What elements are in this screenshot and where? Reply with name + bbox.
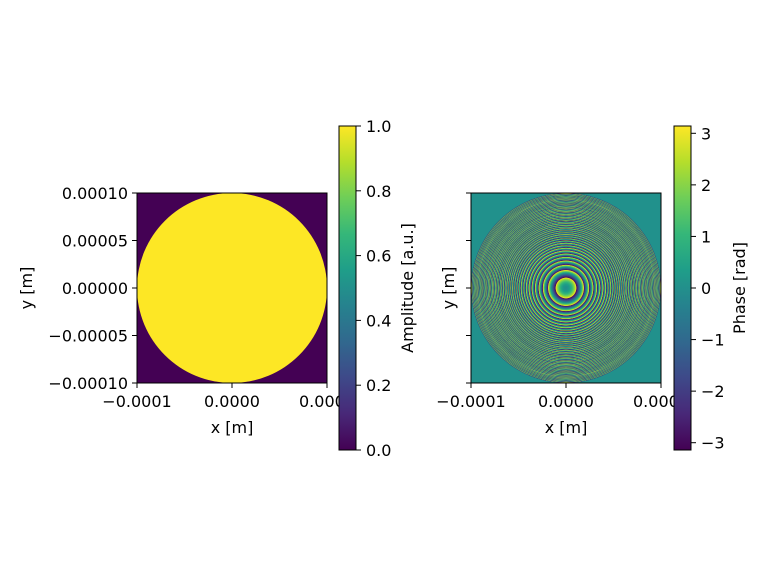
amplitude-colorbar-tick-label: 0.4 bbox=[366, 311, 391, 330]
amplitude-x-tick-label: −0.0001 bbox=[102, 392, 171, 411]
phase-colorbar-tick-label: −2 bbox=[701, 382, 725, 401]
amplitude-colorbar-tick-label: 0.2 bbox=[366, 376, 391, 395]
phase-colorbar-ticks: −3 −2 −1 0 1 2 3 bbox=[691, 124, 725, 453]
amplitude-aperture-disk bbox=[137, 193, 327, 383]
phase-colorbar-tick-label: 2 bbox=[701, 176, 711, 195]
phase-colorbar-tick-label: −1 bbox=[701, 331, 725, 350]
amplitude-colorbar-ticks: 0.0 0.2 0.4 0.6 0.8 1.0 bbox=[356, 117, 391, 460]
phase-x-tick-label: 0.0000 bbox=[538, 392, 594, 411]
amplitude-y-tick-label: −0.00010 bbox=[48, 374, 128, 393]
phase-colorbar-label: Phase [rad] bbox=[730, 242, 749, 334]
amplitude-y-tick-label: 0.00010 bbox=[62, 184, 128, 203]
amplitude-colorbar-label: Amplitude [a.u.] bbox=[398, 223, 417, 353]
phase-colorbar-tick-label: −3 bbox=[701, 434, 725, 453]
phase-colorbar-tick-label: 0 bbox=[701, 279, 711, 298]
amplitude-y-axis-label: y [m] bbox=[17, 267, 36, 310]
phase-x-axis-label: x [m] bbox=[545, 418, 588, 437]
amplitude-colorbar-tick-label: 0.6 bbox=[366, 247, 391, 266]
amplitude-y-ticks: −0.00010 −0.00005 0.00000 0.00005 0.00010 bbox=[48, 184, 137, 393]
amplitude-y-tick-label: 0.00000 bbox=[62, 279, 128, 298]
amplitude-x-axis-label: x [m] bbox=[211, 418, 254, 437]
phase-y-axis-label: y [m] bbox=[439, 267, 458, 310]
phase-colorbar-tick-label: 3 bbox=[701, 124, 711, 143]
amplitude-colorbar-tick-label: 1.0 bbox=[366, 117, 391, 136]
amplitude-colorbar-tick-label: 0.8 bbox=[366, 182, 391, 201]
amplitude-x-tick-label: 0.0000 bbox=[204, 392, 260, 411]
phase-colorbar-gradient bbox=[673, 125, 692, 451]
phase-colorbar-tick-label: 1 bbox=[701, 227, 711, 246]
phase-colorbar: −3 −2 −1 0 1 2 3 Phase [rad] bbox=[673, 124, 749, 453]
phase-y-ticks bbox=[466, 192, 471, 384]
amplitude-x-ticks: −0.0001 0.0000 0.0001 bbox=[102, 383, 355, 411]
phase-x-tick-label: −0.0001 bbox=[436, 392, 505, 411]
amplitude-colorbar-gradient bbox=[338, 125, 357, 451]
amplitude-y-tick-label: −0.00005 bbox=[48, 327, 128, 346]
phase-panel: −0.0001 0.0000 0.0001 x [m] y [m] bbox=[436, 192, 689, 437]
phase-rings bbox=[471, 193, 661, 383]
phase-x-ticks: −0.0001 0.0000 0.0001 bbox=[436, 383, 689, 411]
amplitude-y-tick-label: 0.00005 bbox=[62, 232, 128, 251]
amplitude-panel: −0.0001 0.0000 0.0001 −0.00010−0.000050.00… bbox=[17, 184, 355, 437]
amplitude-colorbar: 0.0 0.2 0.4 0.6 0.8 1.0 Amplitude [a.u.] bbox=[338, 117, 417, 460]
amplitude-colorbar-tick-label: 0.0 bbox=[366, 441, 391, 460]
